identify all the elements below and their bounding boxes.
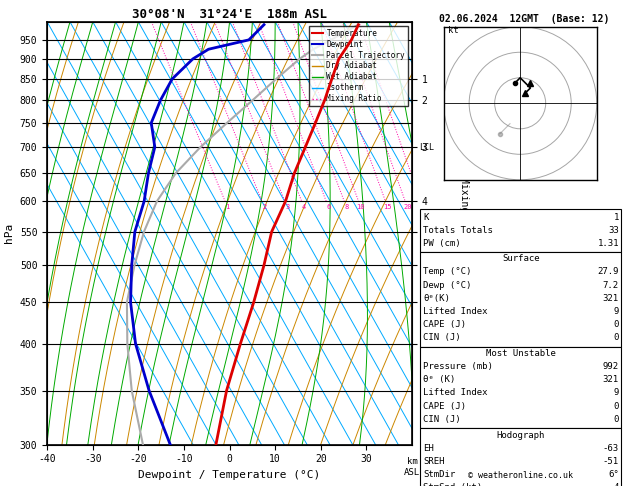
Text: 15: 15 [383,204,392,210]
Text: 4: 4 [302,204,306,210]
Text: 1: 1 [613,213,619,222]
Text: CAPE (J): CAPE (J) [423,401,466,411]
Text: 0: 0 [613,320,619,329]
Text: Pressure (mb): Pressure (mb) [423,362,493,371]
Text: Totals Totals: Totals Totals [423,226,493,235]
Title: 30°08'N  31°24'E  188m ASL: 30°08'N 31°24'E 188m ASL [132,8,327,21]
Text: CIN (J): CIN (J) [423,415,461,424]
Text: K: K [423,213,429,222]
Text: StmDir: StmDir [423,470,455,479]
Text: EH: EH [423,444,434,453]
Text: θᵉ (K): θᵉ (K) [423,375,455,384]
Text: 20: 20 [403,204,411,210]
Text: StmSpd (kt): StmSpd (kt) [423,483,482,486]
Text: 8: 8 [344,204,348,210]
Text: 9: 9 [613,388,619,398]
Text: -51: -51 [603,457,619,466]
Text: kt: kt [448,26,459,35]
Text: 33: 33 [608,226,619,235]
Text: 321: 321 [603,375,619,384]
Text: -63: -63 [603,444,619,453]
Text: 992: 992 [603,362,619,371]
Text: 02.06.2024  12GMT  (Base: 12): 02.06.2024 12GMT (Base: 12) [439,14,609,24]
Text: 1: 1 [225,204,230,210]
Text: CIN (J): CIN (J) [423,333,461,342]
Text: 3: 3 [285,204,289,210]
Legend: Temperature, Dewpoint, Parcel Trajectory, Dry Adiabat, Wet Adiabat, Isotherm, Mi: Temperature, Dewpoint, Parcel Trajectory… [309,26,408,106]
Text: LCL: LCL [419,142,434,152]
Y-axis label: Mixing Ratio (g/kg): Mixing Ratio (g/kg) [459,177,469,289]
Y-axis label: hPa: hPa [4,223,14,243]
Text: km
ASL: km ASL [404,457,420,477]
Text: 4: 4 [613,483,619,486]
Text: 0: 0 [613,401,619,411]
Text: 10: 10 [357,204,365,210]
Text: Surface: Surface [502,254,540,263]
Text: θᵉ(K): θᵉ(K) [423,294,450,303]
Text: 0: 0 [613,415,619,424]
Text: Lifted Index: Lifted Index [423,307,488,316]
Text: 1.31: 1.31 [598,239,619,248]
Text: 6: 6 [326,204,331,210]
Text: Most Unstable: Most Unstable [486,349,556,358]
Text: © weatheronline.co.uk: © weatheronline.co.uk [469,471,573,480]
Text: PW (cm): PW (cm) [423,239,461,248]
Text: 2: 2 [262,204,267,210]
Text: 0: 0 [613,333,619,342]
Text: Temp (°C): Temp (°C) [423,267,472,277]
X-axis label: Dewpoint / Temperature (°C): Dewpoint / Temperature (°C) [138,470,321,480]
Text: CAPE (J): CAPE (J) [423,320,466,329]
Text: 27.9: 27.9 [598,267,619,277]
Text: 9: 9 [613,307,619,316]
Text: 7.2: 7.2 [603,280,619,290]
Text: Hodograph: Hodograph [497,431,545,440]
Text: SREH: SREH [423,457,445,466]
Text: 321: 321 [603,294,619,303]
Text: Lifted Index: Lifted Index [423,388,488,398]
Text: Dewp (°C): Dewp (°C) [423,280,472,290]
Text: 6°: 6° [608,470,619,479]
